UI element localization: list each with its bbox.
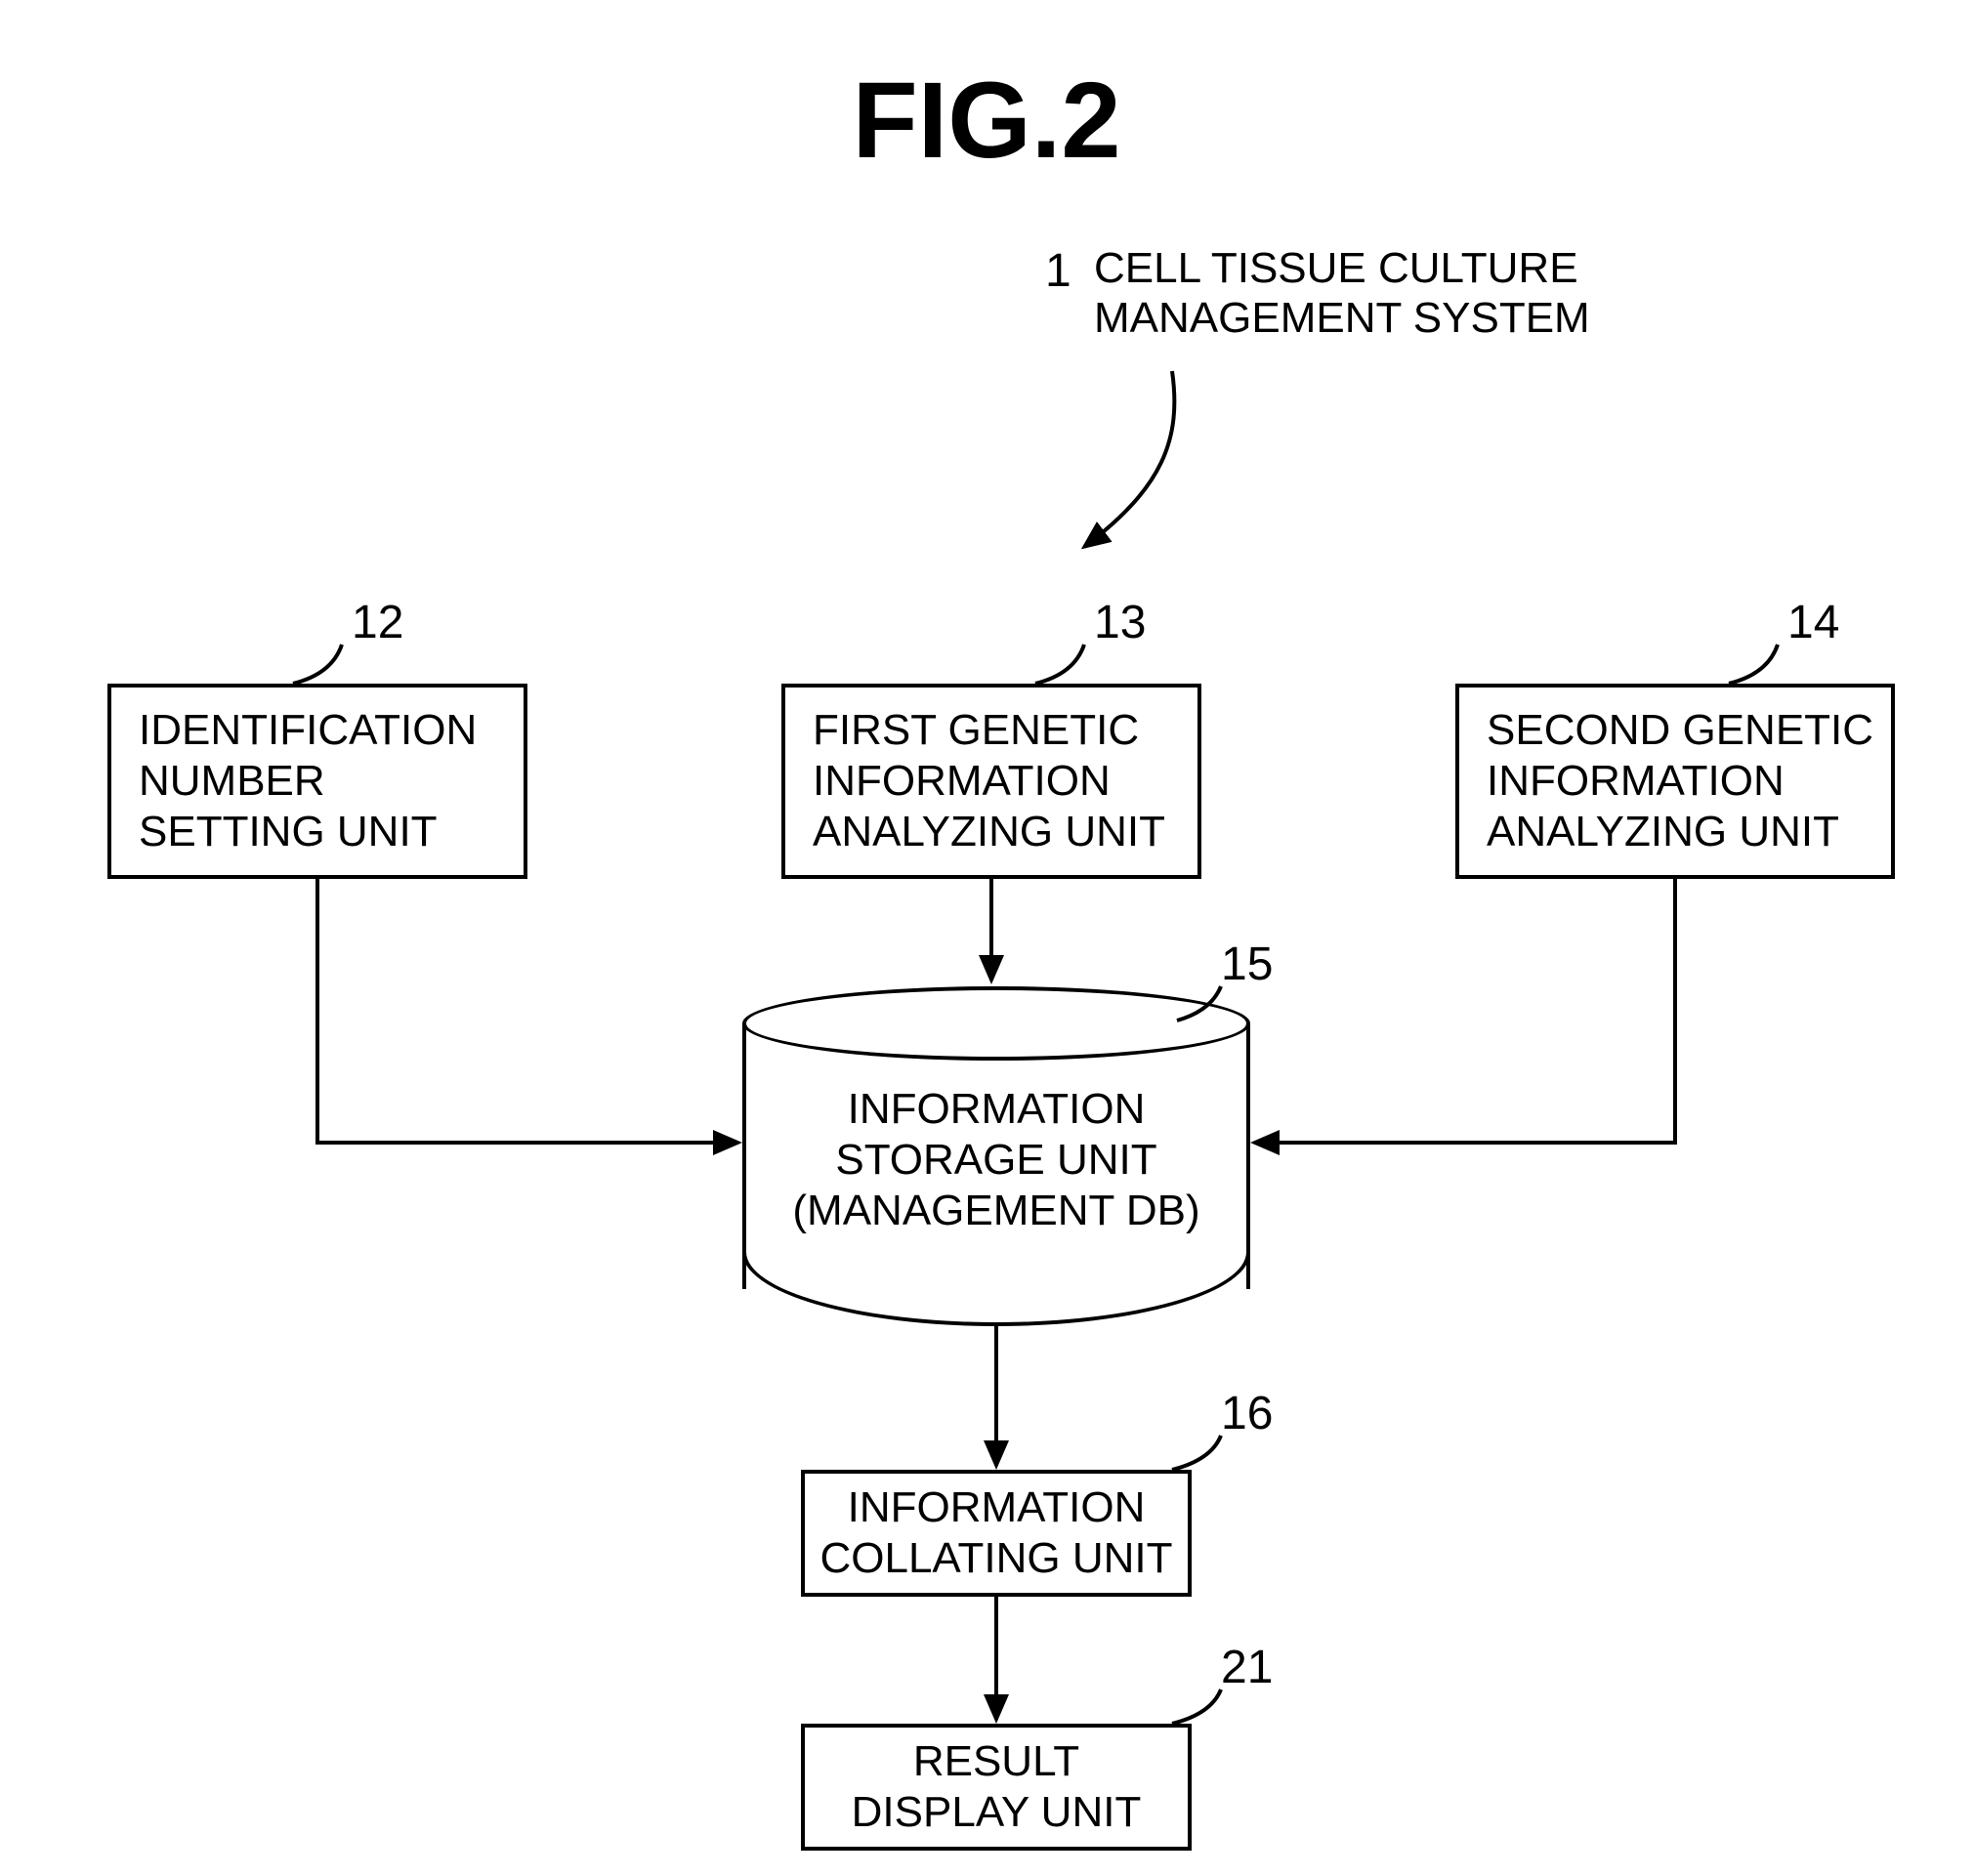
ref-15: 15 (1221, 938, 1273, 991)
box-14-label: SECOND GENETIC INFORMATION ANALYZING UNI… (1487, 705, 1873, 857)
figure-title: FIG.2 (742, 59, 1231, 183)
box-first-genetic-analyzing-unit: FIRST GENETIC INFORMATION ANALYZING UNIT (781, 684, 1201, 879)
arrow-12-to-15 (317, 879, 738, 1143)
system-ref-number: 1 (1045, 244, 1071, 298)
diagram-canvas: FIG.2 1 CELL TISSUE CULTURE MANAGEMENT S… (0, 0, 1974, 1876)
box-second-genetic-analyzing-unit: SECOND GENETIC INFORMATION ANALYZING UNI… (1455, 684, 1895, 879)
leader-13 (1035, 645, 1084, 684)
box-result-display-unit: RESULT DISPLAY UNIT (801, 1724, 1192, 1851)
box-16-label: INFORMATION COLLATING UNIT (819, 1482, 1172, 1584)
leader-16 (1172, 1436, 1221, 1470)
system-label-leader (1084, 371, 1174, 547)
ref-16: 16 (1221, 1387, 1273, 1440)
cylinder-information-storage-unit: INFORMATION STORAGE UNIT (MANAGEMENT DB) (742, 986, 1250, 1289)
cylinder-bottom (742, 1252, 1250, 1326)
box-id-number-setting-unit: IDENTIFICATION NUMBER SETTING UNIT (107, 684, 527, 879)
leader-21 (1172, 1689, 1221, 1724)
ref-21: 21 (1221, 1641, 1273, 1694)
cylinder-top (742, 986, 1250, 1061)
ref-12: 12 (352, 596, 403, 649)
ref-14: 14 (1787, 596, 1839, 649)
leader-14 (1729, 645, 1778, 684)
box-21-label: RESULT DISPLAY UNIT (852, 1736, 1142, 1838)
box-13-label: FIRST GENETIC INFORMATION ANALYZING UNIT (813, 705, 1165, 857)
arrow-14-to-15 (1254, 879, 1675, 1143)
cylinder-label: INFORMATION STORAGE UNIT (MANAGEMENT DB) (742, 1084, 1250, 1236)
ref-13: 13 (1094, 596, 1146, 649)
leader-12 (293, 645, 342, 684)
box-12-label: IDENTIFICATION NUMBER SETTING UNIT (139, 705, 477, 857)
system-label-text: CELL TISSUE CULTURE MANAGEMENT SYSTEM (1094, 244, 1590, 343)
box-information-collating-unit: INFORMATION COLLATING UNIT (801, 1470, 1192, 1597)
